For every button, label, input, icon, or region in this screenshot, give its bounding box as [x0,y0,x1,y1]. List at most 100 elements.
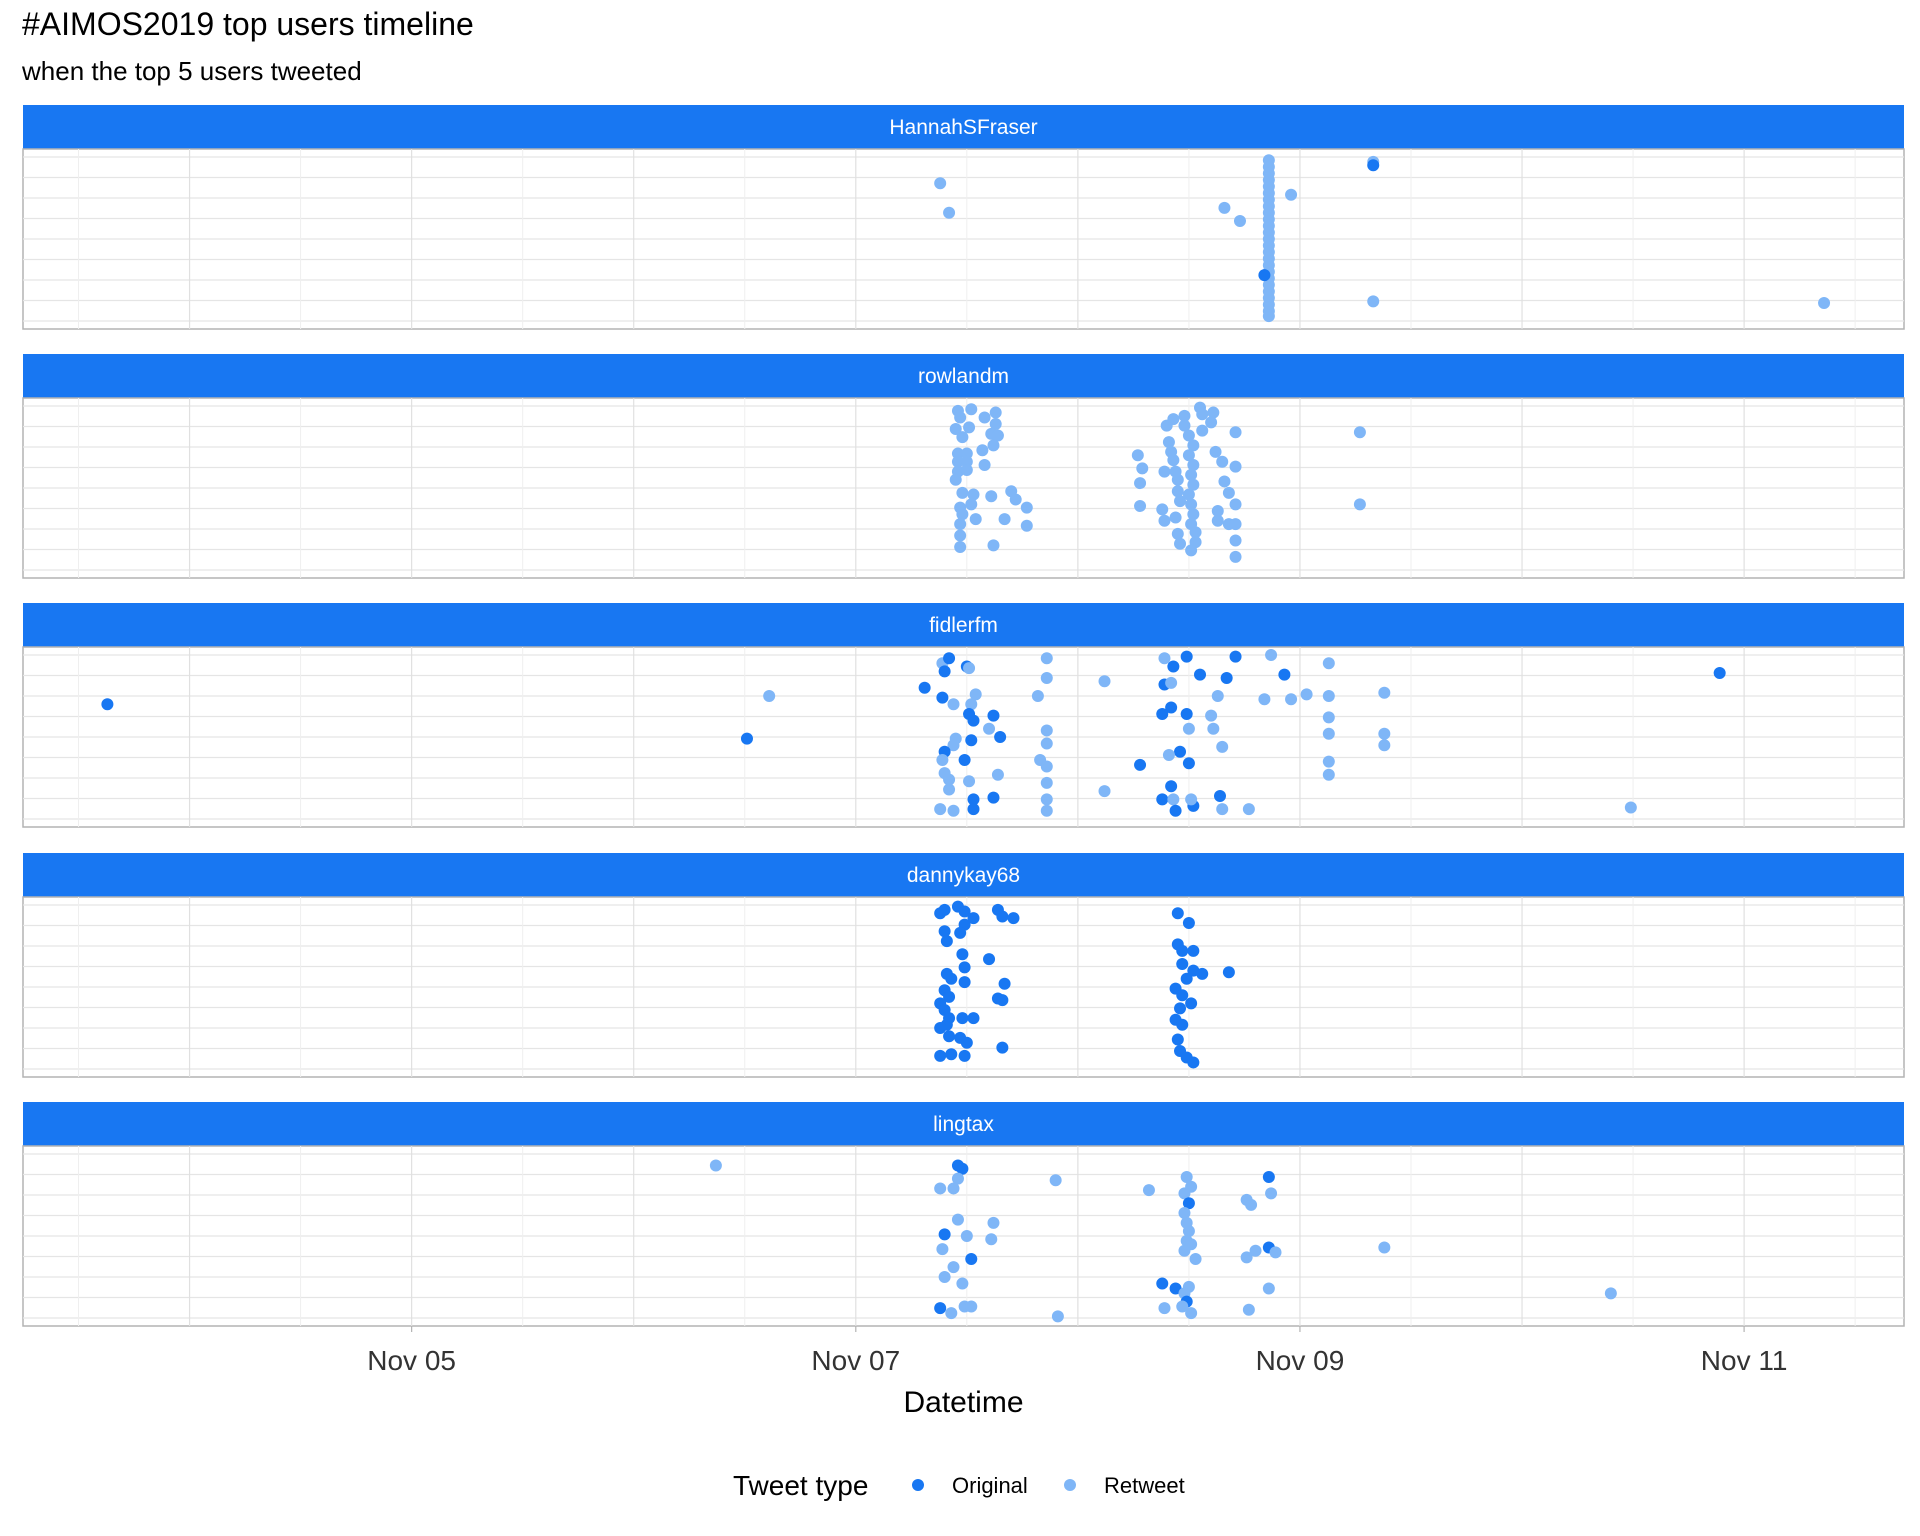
point-retweet [956,486,969,499]
point-retweet [1178,419,1191,432]
point-retweet [985,1233,998,1246]
point-retweet [945,1307,958,1320]
point-original [965,734,978,747]
point-retweet [954,518,967,531]
point-retweet [938,1271,951,1283]
point-retweet [1242,1303,1255,1316]
point-retweet [967,488,980,501]
point-original [1176,989,1189,1002]
point-retweet [965,403,978,416]
point-retweet [987,1216,1000,1229]
point-original [945,1048,958,1061]
point-original [1182,1197,1195,1210]
point-retweet [1262,1282,1275,1295]
point-retweet [1167,413,1180,426]
point-original [934,1022,947,1034]
point-retweet [1189,1252,1202,1265]
point-original [1174,1002,1187,1015]
point-retweet [934,1182,947,1195]
point-original [965,1252,978,1265]
point-original [1165,780,1178,793]
point-retweet [1020,519,1033,532]
point-original [938,903,951,916]
point-retweet [1171,473,1184,486]
point-retweet [1322,727,1335,740]
point-original [1222,966,1235,979]
point-retweet [965,698,978,711]
point-original [1196,967,1209,980]
point-retweet [1322,755,1335,768]
point-retweet [1162,749,1175,762]
point-original [996,910,1009,923]
point-retweet [1378,727,1391,740]
point-original [1220,671,1233,684]
facet-strip [23,853,1904,897]
point-retweet [1176,1300,1189,1313]
point-retweet [1211,690,1224,702]
point-original [1187,944,1200,957]
point-retweet [960,447,973,460]
chart-title: #AIMOS2019 top users timeline [22,6,474,42]
point-retweet [1158,514,1171,527]
point-retweet [947,739,960,752]
point-retweet [1040,804,1053,817]
point-original [1229,650,1242,663]
point-original [998,977,1011,990]
point-retweet [1040,652,1053,665]
point-retweet [1040,776,1053,789]
legend-swatch [1064,1479,1076,1491]
facet-label: lingtax [933,1113,994,1136]
point-retweet [1098,785,1111,798]
point-original [938,1228,951,1241]
point-original [936,691,949,704]
point-retweet [1249,1244,1262,1257]
point-retweet [1098,675,1111,688]
point-original [1214,790,1226,803]
point-retweet [965,498,978,511]
point-original [958,753,971,766]
point-retweet [963,421,976,434]
point-original [983,953,996,966]
point-retweet [1040,724,1053,737]
point-retweet [985,490,998,503]
point-retweet [1171,527,1184,540]
point-original [956,948,969,961]
point-retweet [991,768,1004,781]
point-original [1258,269,1271,282]
point-retweet [989,406,1002,419]
point-original [987,709,1000,722]
point-retweet [987,539,1000,552]
point-retweet [1158,465,1171,478]
point-retweet [1353,426,1366,439]
point-retweet [1218,475,1231,488]
point-original [958,961,971,974]
facet-label: fidlerfm [929,614,998,637]
point-retweet [1156,503,1169,516]
point-retweet [956,431,969,444]
point-retweet [1158,1302,1171,1315]
point-retweet [1240,1193,1253,1206]
point-retweet [960,455,973,468]
point-retweet [963,662,976,675]
point-retweet [1209,445,1222,458]
point-retweet [947,1182,960,1195]
point-retweet [1185,498,1198,511]
point-original [967,714,980,727]
point-retweet [1049,1174,1062,1187]
point-retweet [1174,537,1187,550]
point-retweet [1020,501,1033,514]
point-retweet [1171,485,1184,498]
point-original [1169,1282,1182,1295]
point-retweet [1240,1251,1253,1264]
point-retweet [1229,550,1242,563]
point-retweet [1211,514,1224,527]
point-retweet [1196,408,1209,421]
point-retweet [954,541,967,554]
point-retweet [1182,722,1195,735]
legend-label: Original [952,1473,1028,1498]
point-original [1194,668,1207,681]
facet-panel: rowlandm [22,354,1905,579]
facet-strip [23,105,1904,149]
legend-label: Retweet [1104,1473,1185,1498]
